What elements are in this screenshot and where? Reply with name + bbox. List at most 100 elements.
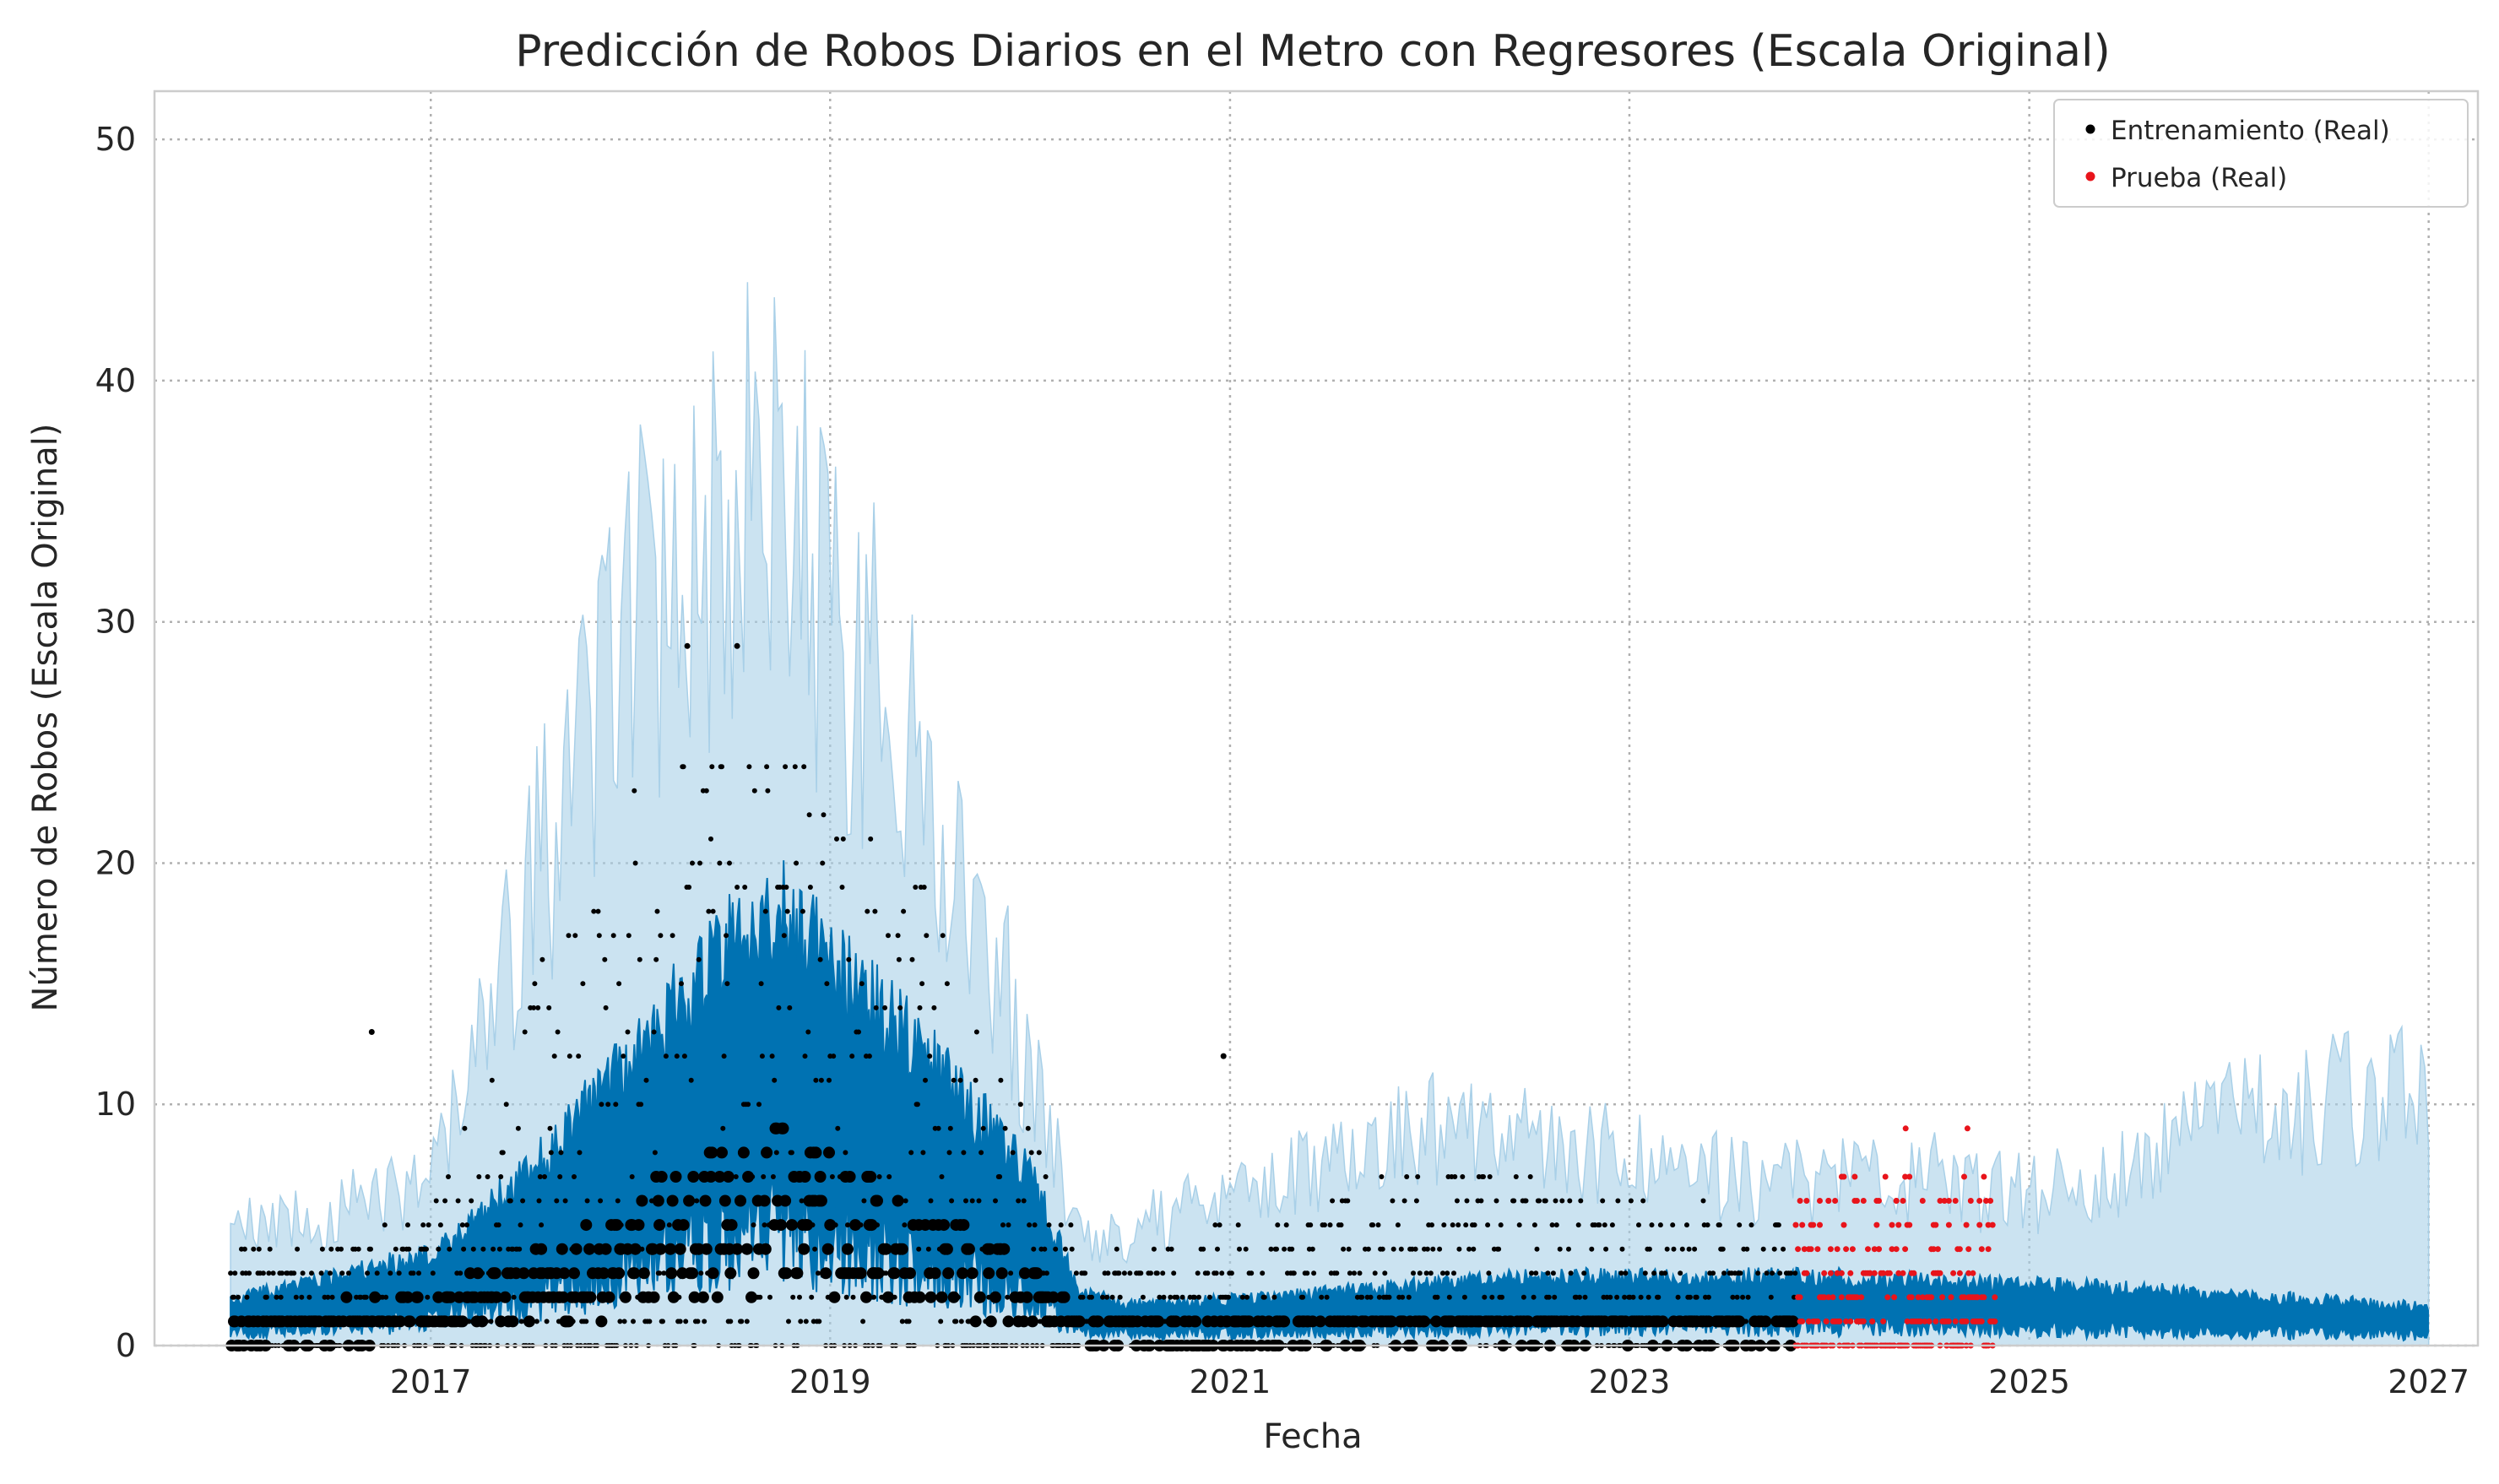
training-point [455, 1198, 461, 1204]
training-point [562, 1198, 568, 1204]
training-point [902, 1222, 908, 1228]
legend: Entrenamiento (Real) Prueba (Real) [2053, 99, 2469, 208]
training-point [1002, 1125, 1008, 1131]
training-point [946, 1150, 952, 1156]
training-point [1161, 1294, 1167, 1300]
training-point [1191, 1294, 1197, 1300]
test-point [1803, 1198, 1810, 1204]
training-point [500, 1150, 506, 1156]
training-point [402, 1291, 414, 1303]
test-point [1817, 1221, 1823, 1228]
training-point [687, 1171, 700, 1183]
legend-label-test: Prueba (Real) [2111, 163, 2287, 193]
training-point [1237, 1246, 1242, 1252]
training-point [1716, 1222, 1722, 1228]
training-point [998, 1077, 1004, 1083]
training-point [1036, 1150, 1042, 1156]
training-point [882, 1291, 894, 1303]
test-point [1895, 1270, 1902, 1276]
training-point [388, 1270, 393, 1276]
training-point [1068, 1222, 1074, 1228]
training-point [1740, 1294, 1746, 1300]
training-point [1035, 1270, 1041, 1276]
test-point [1869, 1318, 1876, 1324]
training-point [566, 933, 572, 939]
legend-box [2053, 99, 2469, 208]
training-point [1553, 1222, 1559, 1228]
training-point [764, 764, 770, 770]
training-point [339, 1246, 344, 1252]
training-point [786, 1319, 791, 1324]
x-axis-label: Fecha [1263, 1417, 1362, 1456]
training-point [750, 1174, 756, 1179]
training-point [978, 1150, 984, 1156]
training-point [424, 1246, 429, 1252]
training-point [1114, 1246, 1119, 1252]
test-point [1902, 1125, 1909, 1132]
training-point [1534, 1246, 1540, 1252]
training-point [928, 1198, 934, 1204]
training-point [461, 1246, 467, 1252]
training-point [1694, 1294, 1699, 1300]
training-point [625, 1029, 631, 1035]
training-point [1089, 1294, 1094, 1300]
x-tick-label: 2025 [1988, 1363, 2070, 1400]
training-point [1283, 1222, 1289, 1228]
training-point [973, 1291, 986, 1303]
training-point [1511, 1198, 1517, 1204]
training-point [1521, 1294, 1526, 1300]
test-point [1834, 1270, 1840, 1276]
training-point [1400, 1294, 1406, 1300]
training-point [744, 1319, 750, 1324]
training-point [903, 1198, 908, 1204]
training-point [1675, 1294, 1681, 1300]
training-point [1300, 1294, 1306, 1300]
training-point [368, 1246, 373, 1252]
training-point [795, 1270, 801, 1276]
training-point [882, 1005, 888, 1010]
training-point [927, 1053, 933, 1059]
training-point [660, 1319, 665, 1324]
training-point [716, 1146, 728, 1159]
training-point [1244, 1294, 1250, 1300]
training-point [491, 1291, 502, 1303]
training-point [1734, 1294, 1740, 1300]
test-point [1902, 1173, 1909, 1180]
training-point [1201, 1246, 1206, 1252]
training-point [780, 1267, 793, 1280]
training-point [1429, 1222, 1434, 1228]
training-point [278, 1294, 284, 1300]
test-point [1880, 1318, 1887, 1324]
training-point [1207, 1294, 1212, 1300]
training-point [615, 1198, 621, 1204]
training-point [666, 1222, 672, 1228]
training-point [1324, 1294, 1330, 1300]
training-point [1006, 1222, 1011, 1228]
training-point [1228, 1270, 1234, 1276]
training-point [1044, 1270, 1049, 1276]
training-point [1100, 1294, 1105, 1300]
training-point [1743, 1319, 1748, 1324]
training-point [1105, 1270, 1111, 1276]
training-point [1217, 1222, 1222, 1228]
training-point [686, 885, 692, 890]
training-point [687, 1198, 693, 1204]
training-point [1545, 1270, 1551, 1276]
training-point [542, 1174, 547, 1179]
training-point [1053, 1246, 1059, 1252]
test-point [1904, 1318, 1911, 1324]
test-point [1823, 1318, 1830, 1324]
training-point [1140, 1294, 1146, 1300]
training-point [973, 1077, 978, 1083]
test-point [1838, 1294, 1845, 1301]
training-point [1645, 1294, 1651, 1300]
training-point [696, 956, 702, 962]
test-point [1939, 1294, 1946, 1301]
training-point [674, 1053, 680, 1059]
training-point [684, 642, 691, 649]
training-point [913, 885, 919, 890]
training-point [300, 1270, 306, 1276]
training-point [1116, 1270, 1122, 1276]
training-point [1006, 1319, 1012, 1324]
